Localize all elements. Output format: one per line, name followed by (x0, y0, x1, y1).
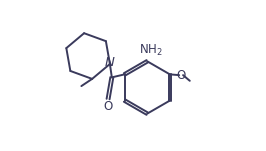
Text: O: O (176, 69, 186, 82)
Text: N: N (105, 56, 115, 69)
Text: O: O (103, 100, 113, 113)
Text: NH$_2$: NH$_2$ (139, 43, 163, 58)
